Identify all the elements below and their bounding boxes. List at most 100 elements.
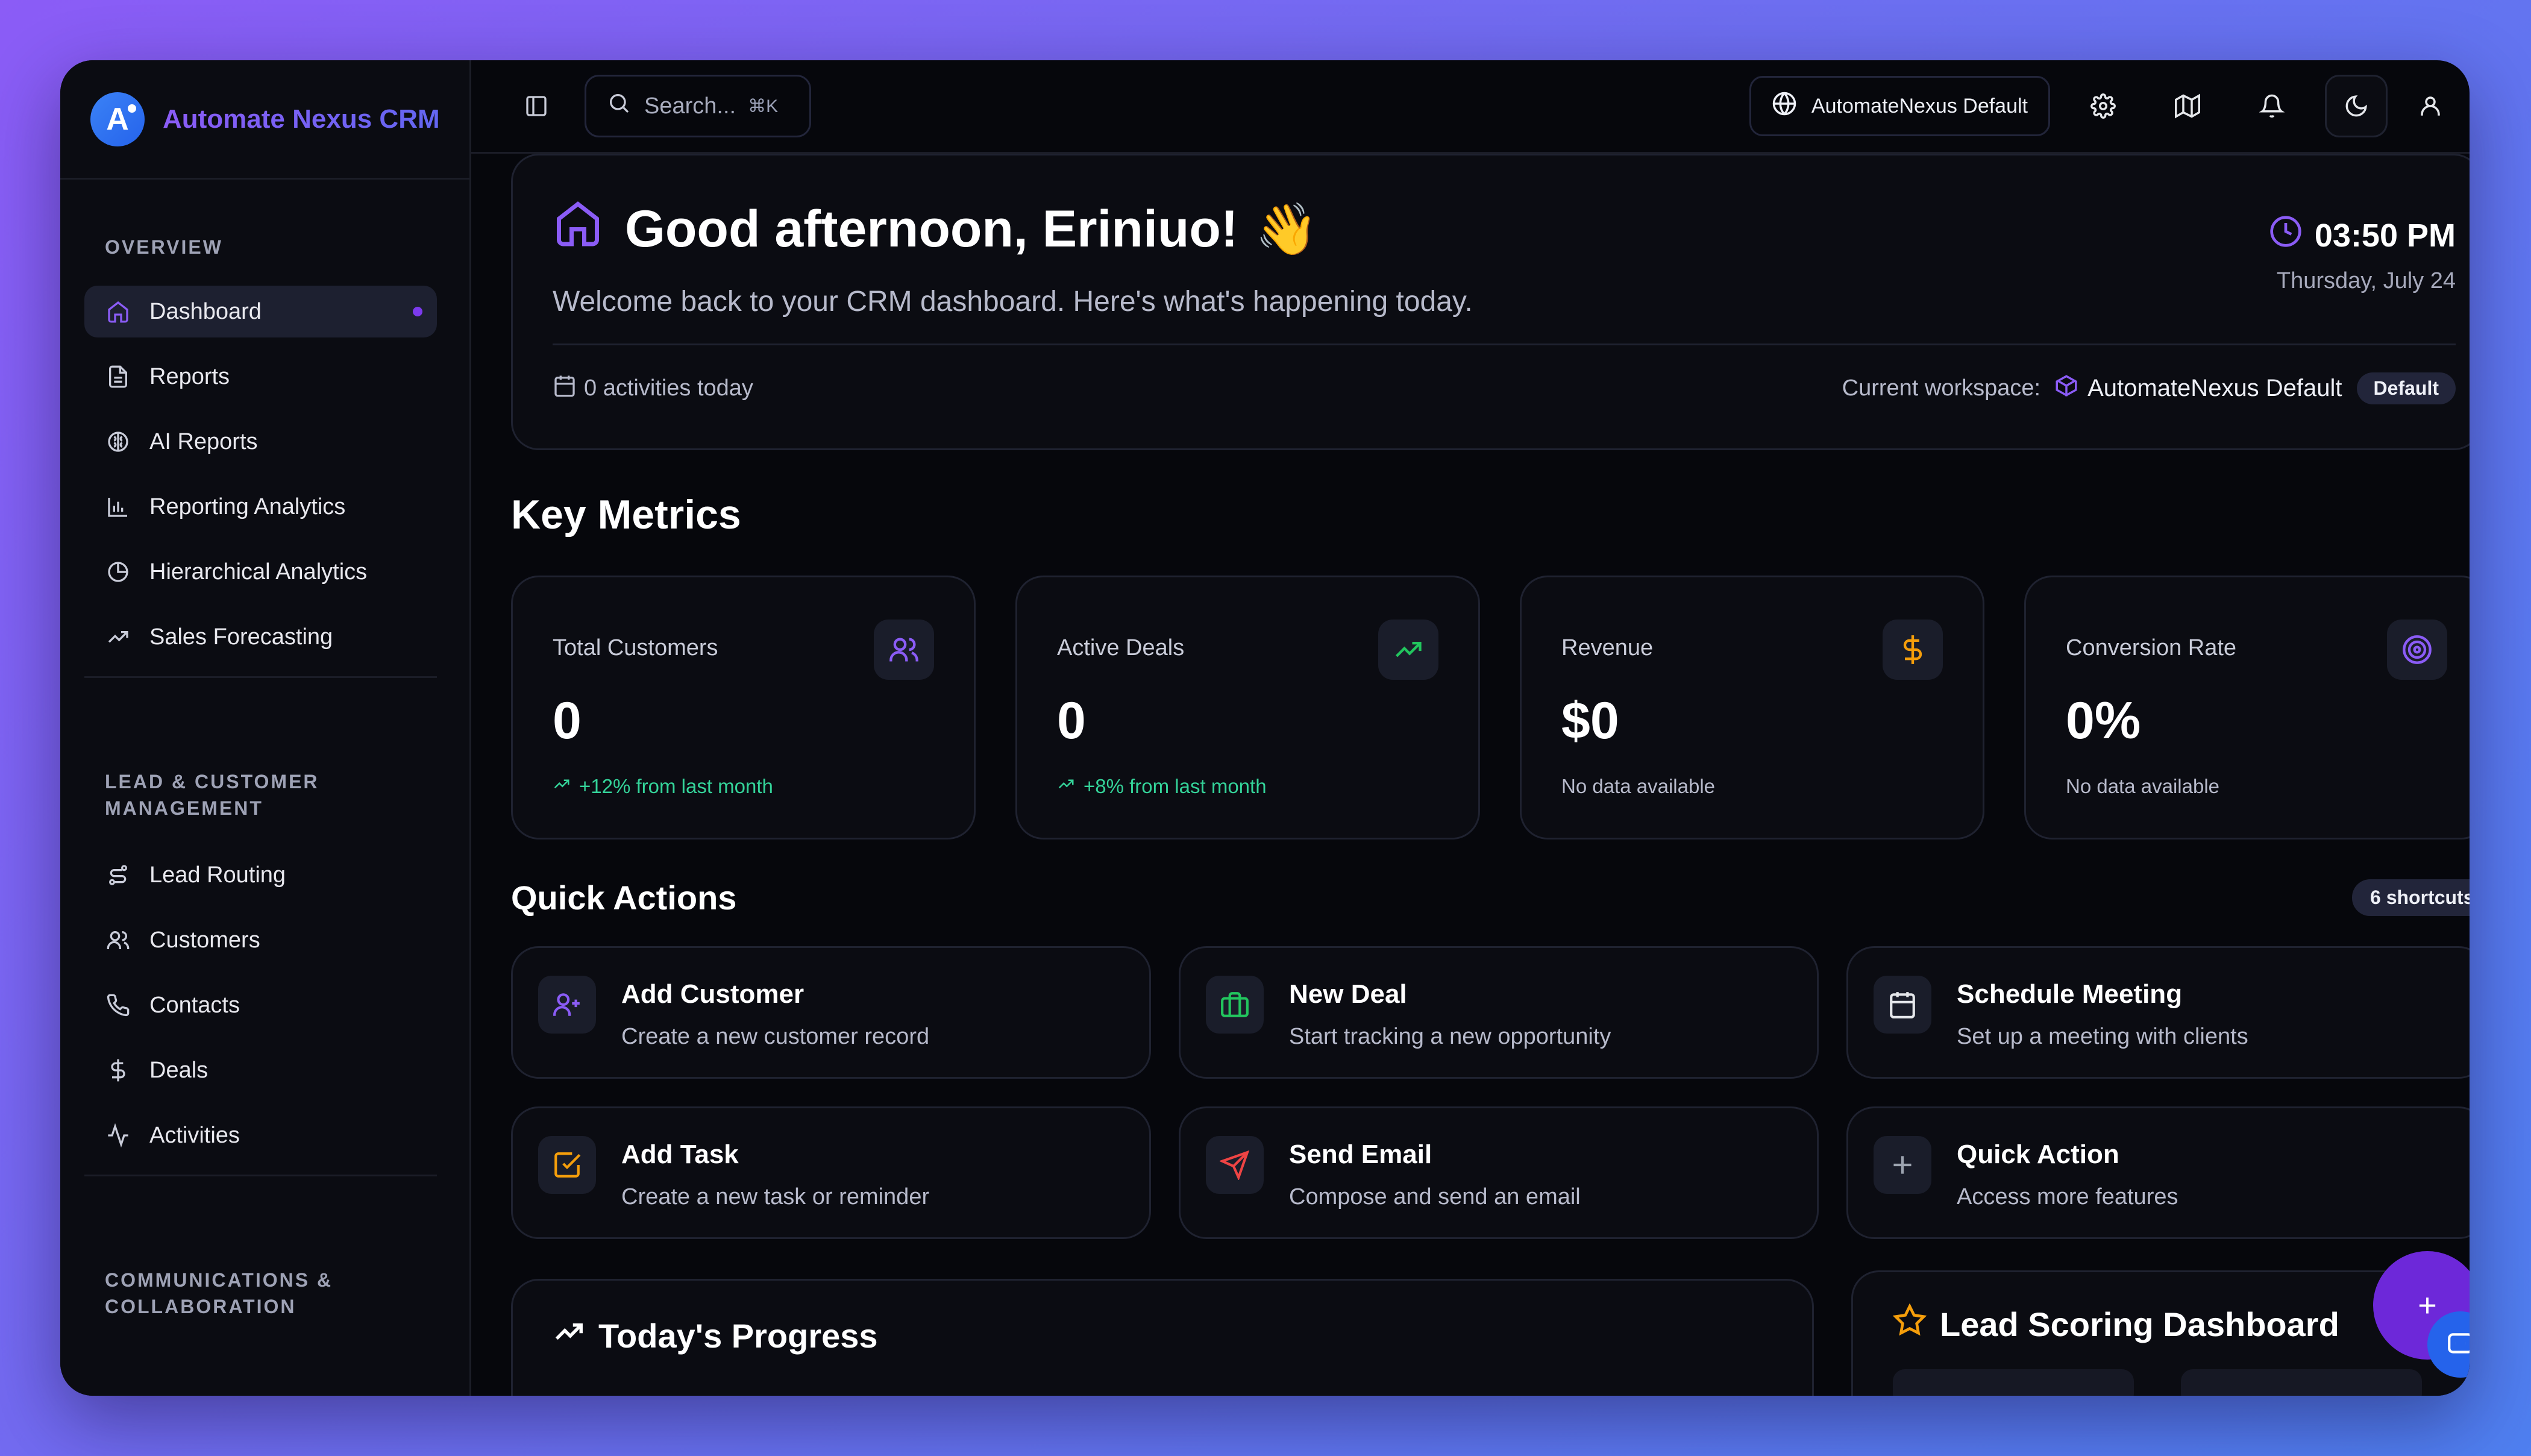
quick-action-more[interactable]: Quick Action Access more features	[1846, 1106, 2470, 1239]
current-workspace: Current workspace: AutomateNexus Default…	[1842, 372, 2456, 404]
search-input[interactable]: Search... ⌘K	[585, 75, 811, 137]
lead-scoring-card: Lead Scoring Dashboard	[1851, 1270, 2470, 1396]
route-icon	[105, 862, 131, 888]
metric-revenue[interactable]: Revenue $0 No data available	[1520, 576, 1984, 839]
metric-trend: No data available	[1561, 775, 1716, 797]
lead-scoring-placeholders	[1893, 1369, 2470, 1396]
settings-icon[interactable]	[2072, 75, 2134, 137]
users-icon	[874, 620, 934, 680]
metric-label: Conversion Rate	[2066, 635, 2237, 661]
sidebar-item-ai-reports[interactable]: AI Reports	[84, 416, 437, 468]
quick-actions-grid: Add Customer Create a new customer recor…	[511, 946, 2470, 1239]
quick-action-title: Schedule Meeting	[1957, 979, 2183, 1009]
sidebar-item-contacts[interactable]: Contacts	[84, 979, 437, 1031]
clock-date: Thursday, July 24	[2276, 268, 2456, 293]
sidebar-toggle-icon[interactable]	[518, 75, 554, 137]
app-window: A Automate Nexus CRM OVERVIEW Dashboard …	[60, 60, 2470, 1396]
metric-label: Total Customers	[553, 635, 718, 661]
sidebar-item-label: Customers	[149, 927, 260, 953]
sidebar-item-label: Dashboard	[149, 298, 262, 324]
clock-time: 03:50 PM	[2269, 215, 2456, 256]
check-square-icon	[538, 1136, 596, 1194]
lead-scoring-title: Lead Scoring Dashboard	[1892, 1303, 2470, 1345]
target-icon	[2387, 620, 2447, 680]
nav-section-overview: OVERVIEW Dashboard Reports AI Reports	[60, 180, 469, 678]
key-metrics-title: Key Metrics	[511, 492, 741, 538]
topbar: Search... ⌘K AutomateNexus Default	[471, 60, 2470, 154]
file-text-icon	[105, 363, 131, 390]
quick-action-add-customer[interactable]: Add Customer Create a new customer recor…	[511, 946, 1151, 1079]
sidebar-item-label: Deals	[149, 1057, 209, 1083]
quick-action-title: New Deal	[1289, 979, 1407, 1009]
bell-icon[interactable]	[2241, 75, 2303, 137]
quick-action-add-task[interactable]: Add Task Create a new task or reminder	[511, 1106, 1151, 1239]
search-placeholder: Search...	[644, 93, 736, 119]
quick-actions-header: Quick Actions 6 shortcuts	[511, 878, 2470, 917]
quick-action-title: Send Email	[1289, 1140, 1432, 1169]
sidebar-item-lead-routing[interactable]: Lead Routing	[84, 849, 437, 901]
sidebar-divider	[84, 676, 437, 678]
trending-up-icon	[553, 1316, 598, 1356]
calendar-icon	[553, 374, 577, 404]
sidebar-item-reports[interactable]: Reports	[84, 351, 437, 403]
trending-up-icon	[105, 624, 131, 650]
metric-total-customers[interactable]: Total Customers 0 +12% from last month	[511, 576, 976, 839]
globe-icon	[1772, 91, 1811, 122]
calendar-icon	[1874, 976, 1931, 1034]
sidebar-item-dashboard[interactable]: Dashboard	[84, 286, 437, 337]
sidebar-item-label: Hierarchical Analytics	[149, 559, 368, 585]
greeting-title: Good afternoon, Eriniuo! 👋	[553, 198, 2470, 261]
clock: 03:50 PM Thursday, July 24	[2269, 215, 2456, 294]
metric-conversion-rate[interactable]: Conversion Rate 0% No data available	[2024, 576, 2470, 839]
greeting-divider	[553, 344, 2456, 345]
users-icon	[105, 927, 131, 953]
workspace-switcher-button[interactable]: AutomateNexus Default	[1749, 76, 2050, 136]
quick-action-title: Quick Action	[1957, 1140, 2119, 1169]
metric-label: Active Deals	[1057, 635, 1185, 661]
clock-icon	[2269, 215, 2315, 256]
cube-icon	[2054, 373, 2079, 404]
section-title-overview: OVERVIEW	[105, 236, 223, 258]
topbar-actions	[2072, 75, 2451, 137]
quick-action-send-email[interactable]: Send Email Compose and send an email	[1179, 1106, 1819, 1239]
sidebar-item-label: Sales Forecasting	[149, 624, 333, 650]
metric-value: 0	[1057, 692, 1086, 750]
user-plus-icon	[538, 976, 596, 1034]
quick-action-new-deal[interactable]: New Deal Start tracking a new opportunit…	[1179, 946, 1819, 1079]
user-icon[interactable]	[2409, 75, 2451, 137]
metric-value: 0	[553, 692, 582, 750]
sidebar-divider	[84, 1175, 437, 1176]
metric-trend: +12% from last month	[553, 775, 974, 798]
send-icon	[1206, 1136, 1264, 1194]
activities-count: 0 activities today	[584, 375, 753, 401]
quick-action-desc: Create a new customer record	[621, 1024, 930, 1049]
moon-icon[interactable]	[2325, 75, 2388, 137]
sidebar-item-reporting-analytics[interactable]: Reporting Analytics	[84, 481, 437, 533]
todays-progress-title: Today's Progress	[553, 1316, 1812, 1356]
sidebar-item-hierarchical-analytics[interactable]: Hierarchical Analytics	[84, 546, 437, 598]
dollar-icon	[1883, 620, 1943, 680]
pie-chart-icon	[105, 559, 131, 585]
map-icon[interactable]	[2156, 75, 2219, 137]
greeting-subtitle: Welcome back to your CRM dashboard. Here…	[553, 286, 1473, 318]
sidebar-item-sales-forecasting[interactable]: Sales Forecasting	[84, 611, 437, 663]
search-icon	[607, 91, 631, 121]
quick-action-schedule-meeting[interactable]: Schedule Meeting Set up a meeting with c…	[1846, 946, 2470, 1079]
trending-up-icon	[1378, 620, 1438, 680]
brain-icon	[105, 428, 131, 455]
brand[interactable]: A Automate Nexus CRM	[60, 60, 469, 180]
home-icon	[553, 198, 625, 261]
search-shortcut: ⌘K	[748, 96, 779, 116]
quick-actions-title: Quick Actions	[511, 879, 737, 917]
sidebar-item-customers[interactable]: Customers	[84, 914, 437, 966]
sidebar-item-deals[interactable]: Deals	[84, 1044, 437, 1096]
metric-active-deals[interactable]: Active Deals 0 +8% from last month	[1015, 576, 1480, 839]
sidebar-item-label: Activities	[149, 1122, 240, 1148]
section-title-lead-customer: LEAD & CUSTOMER MANAGEMENT	[105, 771, 319, 819]
main-area: Search... ⌘K AutomateNexus Default	[471, 60, 2470, 1396]
nav-section-communications: COMMUNICATIONS & COLLABORATION	[60, 1176, 469, 1320]
workspace-label: AutomateNexus Default	[1811, 94, 2028, 118]
sidebar-item-activities[interactable]: Activities	[84, 1109, 437, 1161]
sidebar-item-label: Reports	[149, 363, 230, 389]
metric-label: Revenue	[1561, 635, 1654, 661]
